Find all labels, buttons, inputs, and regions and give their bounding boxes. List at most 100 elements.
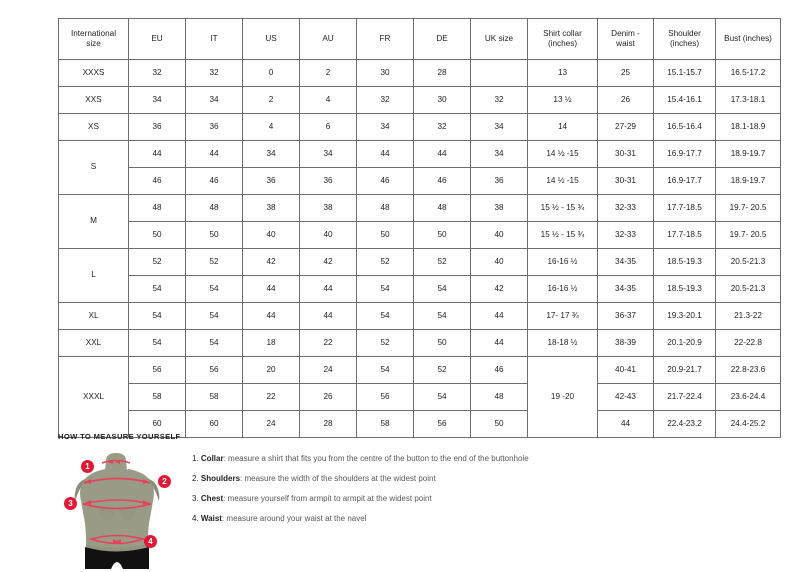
cell-eu: 34 [128, 86, 186, 114]
cell-eu: 32 [128, 59, 186, 87]
cell-au: 4 [299, 86, 357, 114]
cell-fr: 34 [356, 113, 414, 141]
table-row: XXL 54 54 18 22 52 50 44 18-18 ½ 38-39 20.1-20.9 22… [58, 329, 781, 357]
cell-international-size: S [58, 140, 129, 195]
cell-bust: 19.7- 20.5 [715, 221, 781, 249]
column-header-collar: Shirt collar (inches) [527, 18, 598, 60]
cell-denim: 27-29 [597, 113, 654, 141]
measure-step-text: : measure yourself from armpit to armpit… [223, 494, 432, 503]
cell-bust: 16.5-17.2 [715, 59, 781, 87]
cell-fr: 44 [356, 140, 414, 168]
cell-fr: 30 [356, 59, 414, 87]
cell-us: 36 [242, 167, 300, 195]
cell-uk: 48 [470, 383, 528, 411]
cell-uk: 34 [470, 140, 528, 168]
measure-badge-3: 3 [64, 497, 77, 510]
measure-steps-list: 1. Collar: measure a shirt that fits you… [192, 455, 529, 535]
measure-step-item: 3. Chest: measure yourself from armpit t… [192, 495, 529, 503]
cell-shirt-collar: 14 ½ -15 [527, 167, 598, 195]
measure-badge-4: 4 [144, 535, 157, 548]
column-header-de: DE [413, 18, 471, 60]
table-row: L 52 52 42 42 52 52 40 16-16 ½ 34-35 18.5-19.3 20.5… [58, 248, 781, 303]
cell-au: 44 [299, 302, 357, 330]
cell-us: 18 [242, 329, 300, 357]
measure-step-number: 3. [192, 494, 201, 503]
cell-denim: 32-33 [597, 221, 654, 249]
cell-de: 50 [413, 329, 471, 357]
cell-it: 34 [185, 86, 243, 114]
size-chart-table: International size EU IT US AU FR DE UK size Shir… [58, 18, 781, 438]
column-header-shoulder: Shoulder (inches) [653, 18, 716, 60]
cell-uk: 36 [470, 167, 528, 195]
cell-international-size: M [58, 194, 129, 249]
cell-it: 46 [185, 167, 243, 195]
cell-shoulder: 20.9-21.7 [653, 356, 716, 384]
cell-de: 50 [413, 221, 471, 249]
cell-shirt-collar: 13 ½ [527, 86, 598, 114]
cell-bust: 19.7- 20.5 [715, 194, 781, 222]
cell-uk: 40 [470, 248, 528, 276]
cell-denim: 34-35 [597, 275, 654, 303]
cell-eu: 48 [128, 194, 186, 222]
cell-eu: 58 [128, 383, 186, 411]
column-header-us: US [242, 18, 300, 60]
cell-bust: 21.3-22 [715, 302, 781, 330]
cell-shirt-collar: 14 [527, 113, 598, 141]
cell-shirt-collar: 18-18 ½ [527, 329, 598, 357]
cell-au: 36 [299, 167, 357, 195]
cell-de: 54 [413, 302, 471, 330]
cell-au: 38 [299, 194, 357, 222]
cell-it: 36 [185, 113, 243, 141]
cell-shoulder: 15.4-16.1 [653, 86, 716, 114]
cell-de: 44 [413, 140, 471, 168]
cell-denim: 32-33 [597, 194, 654, 222]
cell-us: 44 [242, 302, 300, 330]
cell-au: 26 [299, 383, 357, 411]
cell-bust: 22.8-23.6 [715, 356, 781, 384]
cell-us: 24 [242, 410, 300, 438]
cell-au: 44 [299, 275, 357, 303]
cell-international-size: XXS [58, 86, 129, 114]
cell-it: 52 [185, 248, 243, 276]
cell-uk: 44 [470, 302, 528, 330]
cell-eu: 54 [128, 329, 186, 357]
cell-shoulder: 19.3-20.1 [653, 302, 716, 330]
cell-it: 54 [185, 329, 243, 357]
cell-us: 2 [242, 86, 300, 114]
column-header-fr: FR [356, 18, 414, 60]
cell-denim: 30-31 [597, 167, 654, 195]
measure-step-number: 2. [192, 474, 201, 483]
cell-bust: 17.3-18.1 [715, 86, 781, 114]
measure-step-text: : measure the width of the shoulders at … [240, 474, 436, 483]
cell-shirt-collar: 16-16 ½ [527, 248, 598, 276]
cell-eu: 60 [128, 410, 186, 438]
cell-it: 54 [185, 275, 243, 303]
cell-au: 22 [299, 329, 357, 357]
cell-au: 42 [299, 248, 357, 276]
cell-denim: 25 [597, 59, 654, 87]
cell-international-size: XXXS [58, 59, 129, 87]
cell-de: 46 [413, 167, 471, 195]
cell-fr: 54 [356, 356, 414, 384]
cell-fr: 54 [356, 302, 414, 330]
cell-de: 28 [413, 59, 471, 87]
cell-international-size: XL [58, 302, 129, 330]
cell-shirt-collar: 14 ½ -15 [527, 140, 598, 168]
cell-shirt-collar: 15 ½ - 15 ¾ [527, 221, 598, 249]
cell-us: 20 [242, 356, 300, 384]
cell-us: 0 [242, 59, 300, 87]
cell-eu: 44 [128, 140, 186, 168]
cell-us: 40 [242, 221, 300, 249]
column-header-bust: Bust (inches) [715, 18, 781, 60]
mannequin-illustration: 1 2 3 4 [58, 447, 176, 572]
cell-eu: 36 [128, 113, 186, 141]
cell-de: 32 [413, 113, 471, 141]
cell-shoulder: 16.5-16.4 [653, 113, 716, 141]
table-row: 60 60 24 28 58 56 50 44 22.4-23.2 24.4-25.2 [59, 410, 781, 438]
measure-step-text: : measure around your waist at the navel [221, 514, 367, 523]
measure-step-item: 1. Collar: measure a shirt that fits you… [192, 455, 529, 463]
cell-shoulder: 20.1-20.9 [653, 329, 716, 357]
cell-au: 40 [299, 221, 357, 249]
cell-us: 34 [242, 140, 300, 168]
measure-step-label: Shoulders [200, 474, 241, 483]
